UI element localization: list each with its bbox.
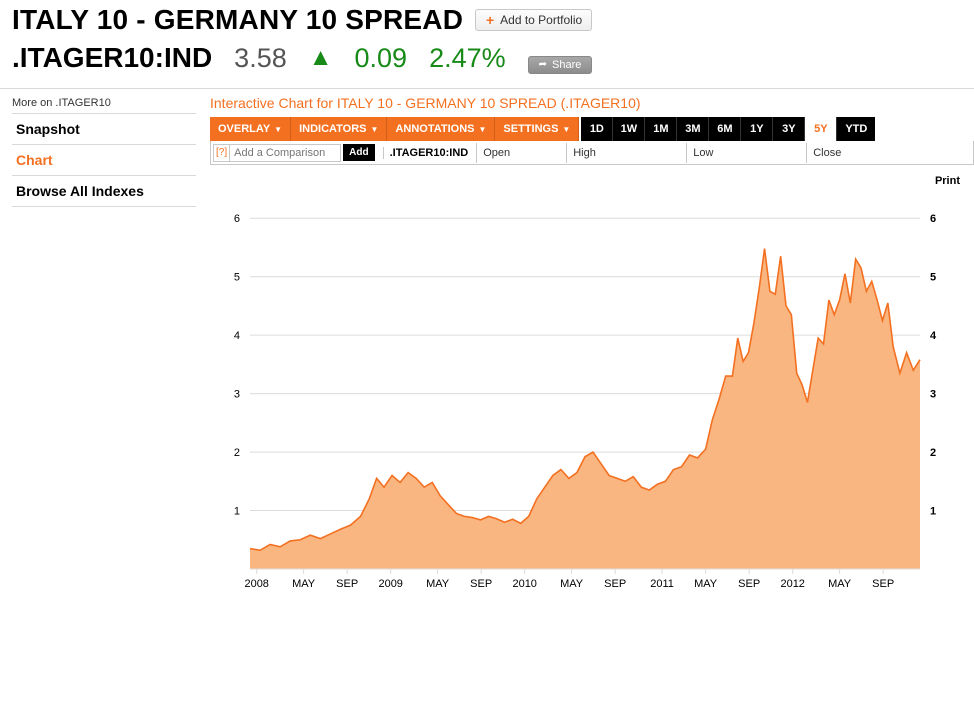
svg-text:2011: 2011 bbox=[650, 578, 674, 590]
svg-text:SEP: SEP bbox=[604, 578, 626, 590]
add-comparison-button[interactable]: Add bbox=[343, 144, 374, 161]
settings-label: SETTINGS bbox=[503, 123, 558, 135]
svg-text:1: 1 bbox=[234, 506, 240, 518]
ohlc-open: Open bbox=[477, 143, 567, 163]
overlay-label: OVERLAY bbox=[218, 123, 270, 135]
tf-6m[interactable]: 6M bbox=[709, 117, 741, 141]
last-price: 3.58 bbox=[234, 43, 287, 74]
tf-ytd[interactable]: YTD bbox=[837, 117, 875, 141]
svg-text:SEP: SEP bbox=[336, 578, 358, 590]
svg-text:6: 6 bbox=[234, 213, 240, 225]
svg-text:6: 6 bbox=[930, 213, 936, 225]
price-change: 0.09 bbox=[355, 43, 408, 74]
chart-symbol-label: .ITAGER10:IND bbox=[383, 147, 469, 159]
indicators-menu[interactable]: INDICATORS ▼ bbox=[291, 117, 387, 141]
annotations-menu[interactable]: ANNOTATIONS ▼ bbox=[387, 117, 495, 141]
more-on-label: More on .ITAGER10 bbox=[12, 97, 196, 109]
nav-chart[interactable]: Chart bbox=[12, 144, 196, 175]
svg-text:5: 5 bbox=[930, 272, 936, 284]
chevron-down-icon: ▼ bbox=[371, 125, 379, 134]
annotations-label: ANNOTATIONS bbox=[395, 123, 474, 135]
ohlc-low: Low bbox=[687, 143, 807, 163]
timeframe-tabs: 1D 1W 1M 3M 6M 1Y 3Y 5Y YTD bbox=[581, 117, 875, 141]
svg-text:4: 4 bbox=[234, 330, 240, 342]
svg-text:3: 3 bbox=[930, 389, 936, 401]
nav-snapshot[interactable]: Snapshot bbox=[12, 113, 196, 144]
svg-text:MAY: MAY bbox=[828, 578, 852, 590]
chevron-down-icon: ▼ bbox=[478, 125, 486, 134]
svg-text:MAY: MAY bbox=[292, 578, 316, 590]
tf-1m[interactable]: 1M bbox=[645, 117, 677, 141]
svg-text:5: 5 bbox=[234, 272, 240, 284]
svg-text:2: 2 bbox=[234, 447, 240, 459]
price-chart[interactable]: 1 1 2 2 3 3 4 4 5 5 6 6 2008 MAY SEP 2009 MAY SEP 2010 MAY S… bbox=[210, 189, 960, 621]
svg-text:1: 1 bbox=[930, 506, 936, 518]
ohlc-high: High bbox=[567, 143, 687, 163]
svg-text:SEP: SEP bbox=[738, 578, 760, 590]
plus-icon: + bbox=[485, 15, 495, 25]
nav-browse-all[interactable]: Browse All Indexes bbox=[12, 175, 196, 207]
svg-text:2009: 2009 bbox=[378, 578, 402, 590]
svg-text:MAY: MAY bbox=[426, 578, 450, 590]
tf-3y[interactable]: 3Y bbox=[773, 117, 805, 141]
svg-text:SEP: SEP bbox=[872, 578, 894, 590]
chevron-down-icon: ▼ bbox=[274, 125, 282, 134]
symbol: .ITAGER10:IND bbox=[12, 42, 212, 74]
tf-3m[interactable]: 3M bbox=[677, 117, 709, 141]
indicators-label: INDICATORS bbox=[299, 123, 366, 135]
tf-1y[interactable]: 1Y bbox=[741, 117, 773, 141]
tf-1w[interactable]: 1W bbox=[613, 117, 645, 141]
settings-menu[interactable]: SETTINGS ▼ bbox=[495, 117, 579, 141]
ohlc-close: Close bbox=[807, 143, 973, 163]
svg-text:2012: 2012 bbox=[780, 578, 804, 590]
chevron-down-icon: ▼ bbox=[562, 125, 570, 134]
add-portfolio-label: Add to Portfolio bbox=[500, 13, 582, 27]
tf-5y[interactable]: 5Y bbox=[805, 117, 837, 141]
share-button[interactable]: ➦ Share bbox=[528, 56, 593, 74]
chart-title: Interactive Chart for ITALY 10 - GERMANY… bbox=[210, 95, 974, 111]
svg-text:SEP: SEP bbox=[470, 578, 492, 590]
add-to-portfolio-button[interactable]: + Add to Portfolio bbox=[475, 9, 592, 31]
overlay-menu[interactable]: OVERLAY ▼ bbox=[210, 117, 291, 141]
svg-text:3: 3 bbox=[234, 389, 240, 401]
comparison-input[interactable] bbox=[230, 145, 340, 161]
page-title: ITALY 10 - GERMANY 10 SPREAD bbox=[12, 4, 463, 36]
svg-text:2: 2 bbox=[930, 447, 936, 459]
help-icon[interactable]: [?] bbox=[214, 145, 230, 161]
sidebar: More on .ITAGER10 Snapshot Chart Browse … bbox=[0, 89, 202, 621]
svg-text:2008: 2008 bbox=[244, 578, 268, 590]
svg-text:MAY: MAY bbox=[694, 578, 718, 590]
svg-text:MAY: MAY bbox=[560, 578, 584, 590]
tf-1d[interactable]: 1D bbox=[581, 117, 613, 141]
arrow-up-icon: ▲ bbox=[309, 44, 333, 72]
svg-text:2010: 2010 bbox=[512, 578, 536, 590]
share-label: Share bbox=[552, 59, 581, 71]
pct-change: 2.47% bbox=[429, 43, 506, 74]
svg-text:4: 4 bbox=[930, 330, 937, 342]
share-icon: ➦ bbox=[539, 59, 547, 70]
print-button[interactable]: Print bbox=[210, 165, 974, 187]
